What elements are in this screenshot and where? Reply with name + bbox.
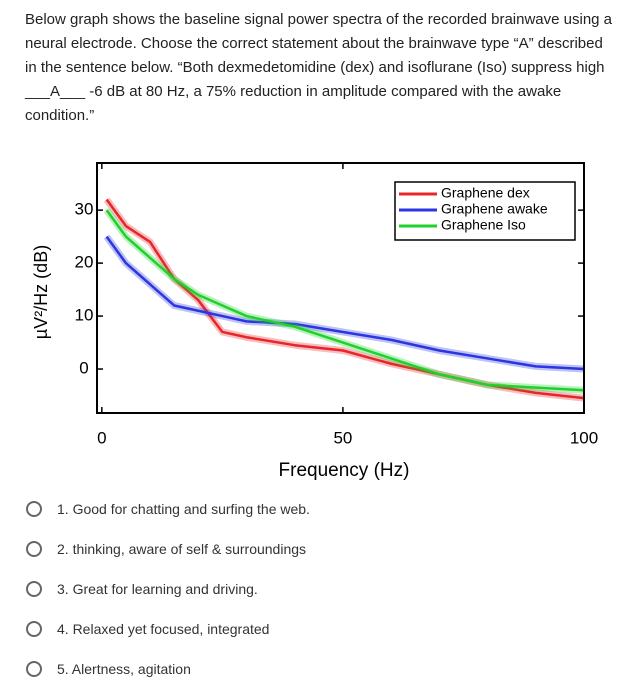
option-text: 1. Good for chatting and surfing the web… (57, 501, 310, 517)
option[interactable]: 5. Alertness, agitation (26, 658, 191, 680)
chart: Frequency (Hz) µV²/Hz (dB) 0 10 20 30 0 50 100… (31, 162, 598, 481)
y-axis-label: µV²/Hz (dB) (31, 245, 51, 339)
option-text: 4. Relaxed yet focused, integrated (57, 621, 270, 637)
legend-label: Graphene dex (441, 185, 530, 201)
x-axis-label: Frequency (Hz) (279, 460, 410, 481)
legend-label: Graphene awake (441, 201, 548, 217)
option-text: 2. thinking, aware of self & surrounding… (57, 541, 307, 557)
option-text: 5. Alertness, agitation (57, 661, 191, 677)
option[interactable]: 2. thinking, aware of self & surrounding… (26, 538, 306, 560)
series-line (105, 209, 585, 392)
y-tick-label: 10 (75, 306, 94, 325)
option[interactable]: 4. Relaxed yet focused, integrated (26, 618, 269, 640)
series-line (105, 235, 585, 371)
radio-button[interactable] (26, 621, 42, 637)
y-tick-label: 30 (75, 200, 94, 219)
radio-button[interactable] (26, 581, 42, 597)
option[interactable]: 1. Good for chatting and surfing the web… (26, 498, 310, 520)
question-text: Below graph shows the baseline signal po… (25, 11, 613, 124)
x-tick-label: 0 (97, 428, 106, 447)
plot-frame (96, 162, 585, 414)
option[interactable]: 3. Great for learning and driving. (26, 578, 258, 600)
radio-button[interactable] (26, 661, 42, 677)
y-tick-label: 0 (79, 359, 88, 378)
option-text: 3. Great for learning and driving. (57, 581, 258, 597)
radio-button[interactable] (26, 501, 42, 517)
legend-label: Graphene Iso (441, 217, 526, 233)
radio-button[interactable] (26, 541, 42, 557)
x-tick-label: 100 (570, 428, 598, 447)
y-tick-label: 20 (75, 253, 94, 272)
x-tick-label: 50 (333, 428, 352, 447)
